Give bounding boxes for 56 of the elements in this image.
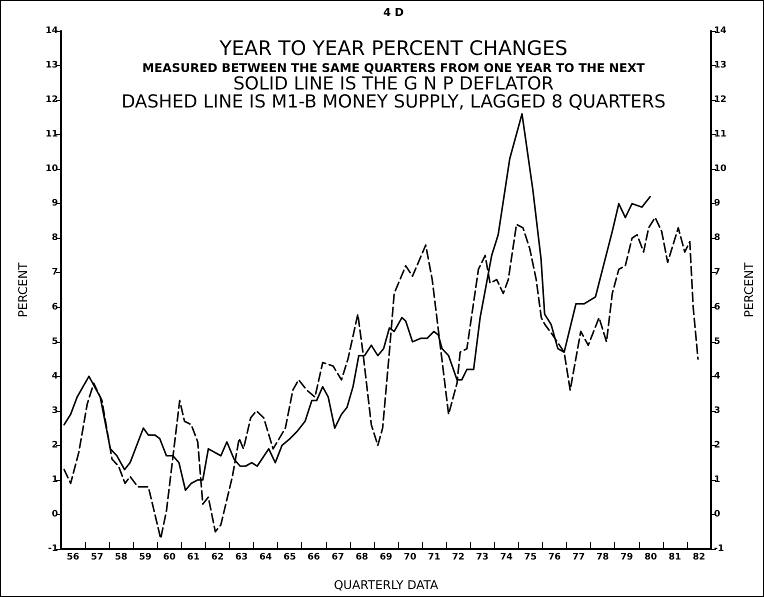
y2-tick-label: 11 xyxy=(714,130,727,140)
x-tick-label: 81 xyxy=(668,552,682,562)
x-tick-label: 64 xyxy=(259,552,272,562)
x-tick-label: 57 xyxy=(90,552,104,562)
x-tick-label: 80 xyxy=(644,552,658,562)
y2-tick-label: 2 xyxy=(714,440,720,450)
y2-tick-label: 1 xyxy=(714,474,720,485)
x-tick-label: 67 xyxy=(332,552,344,562)
x-tick-label: 66 xyxy=(308,552,320,562)
y-tick-label: 13 xyxy=(45,60,58,71)
y-tick-label: 1 xyxy=(52,474,58,485)
y-tick-label: 14 xyxy=(45,26,58,36)
y-tick-label: 10 xyxy=(45,164,58,174)
y2-tick-label: 9 xyxy=(714,198,720,209)
y2-tick-label: 5 xyxy=(714,336,720,347)
x-tick-label: 68 xyxy=(356,552,368,562)
y-tick-label: 7 xyxy=(52,268,58,278)
x-tick-label: 74 xyxy=(500,552,513,562)
text: 4 D xyxy=(383,6,404,19)
x-tick-label: 65 xyxy=(283,552,296,562)
text: MEASURED BETWEEN THE SAME QUARTERS FROM ONE YEAR TO THE NEXT xyxy=(142,61,646,75)
x-tick-label: 72 xyxy=(452,552,464,562)
annotation: SOLID LINE IS THE G N P DEFLATOR xyxy=(233,74,554,94)
y-tick-label: 2 xyxy=(52,440,58,450)
x-tick-label: 71 xyxy=(428,552,440,562)
x-tick-label: 70 xyxy=(404,552,416,562)
y-axis-title: PERCENT xyxy=(16,262,30,318)
x-tick-label: 61 xyxy=(187,552,200,562)
annotation: DASHED LINE IS M1-B MONEY SUPPLY, LAGGED 8 QUARTERS xyxy=(121,92,666,112)
x-tick-label: 77 xyxy=(572,552,585,562)
y-tick-label: 11 xyxy=(45,130,58,140)
x-tick-label: 62 xyxy=(211,552,224,562)
y2-axis-title: PERCENT xyxy=(742,262,756,318)
x-tick-label: 63 xyxy=(235,552,248,562)
y2-tick-label: 7 xyxy=(714,268,720,278)
x-tick-label: 82 xyxy=(692,552,706,562)
x-tick-label: 76 xyxy=(548,552,561,562)
y2-tick-label: -1 xyxy=(714,544,724,554)
y-tick-label: 12 xyxy=(45,95,58,106)
x-tick-label: 56 xyxy=(66,552,80,562)
x-tick-label: 75 xyxy=(524,552,537,562)
y-tick-label: -1 xyxy=(48,544,58,554)
y2-tick-label: 14 xyxy=(714,26,727,36)
x-axis-title: QUARTERLY DATA xyxy=(334,578,439,592)
x-tick-label: 78 xyxy=(596,552,609,562)
chart-title: YEAR TO YEAR PERCENT CHANGES xyxy=(218,36,568,60)
x-tick-label: 58 xyxy=(114,552,128,562)
y2-tick-label: 13 xyxy=(714,60,727,71)
y2-tick-label: 12 xyxy=(714,95,727,106)
x-tick-label: 60 xyxy=(163,552,176,562)
x-tick-label: 73 xyxy=(476,552,489,562)
y2-tick-label: 10 xyxy=(714,164,727,174)
x-tick-label: 79 xyxy=(620,552,634,562)
x-tick-label: 69 xyxy=(380,552,392,562)
y2-tick-label: 3 xyxy=(714,406,720,416)
x-tick-label: 59 xyxy=(138,552,152,562)
